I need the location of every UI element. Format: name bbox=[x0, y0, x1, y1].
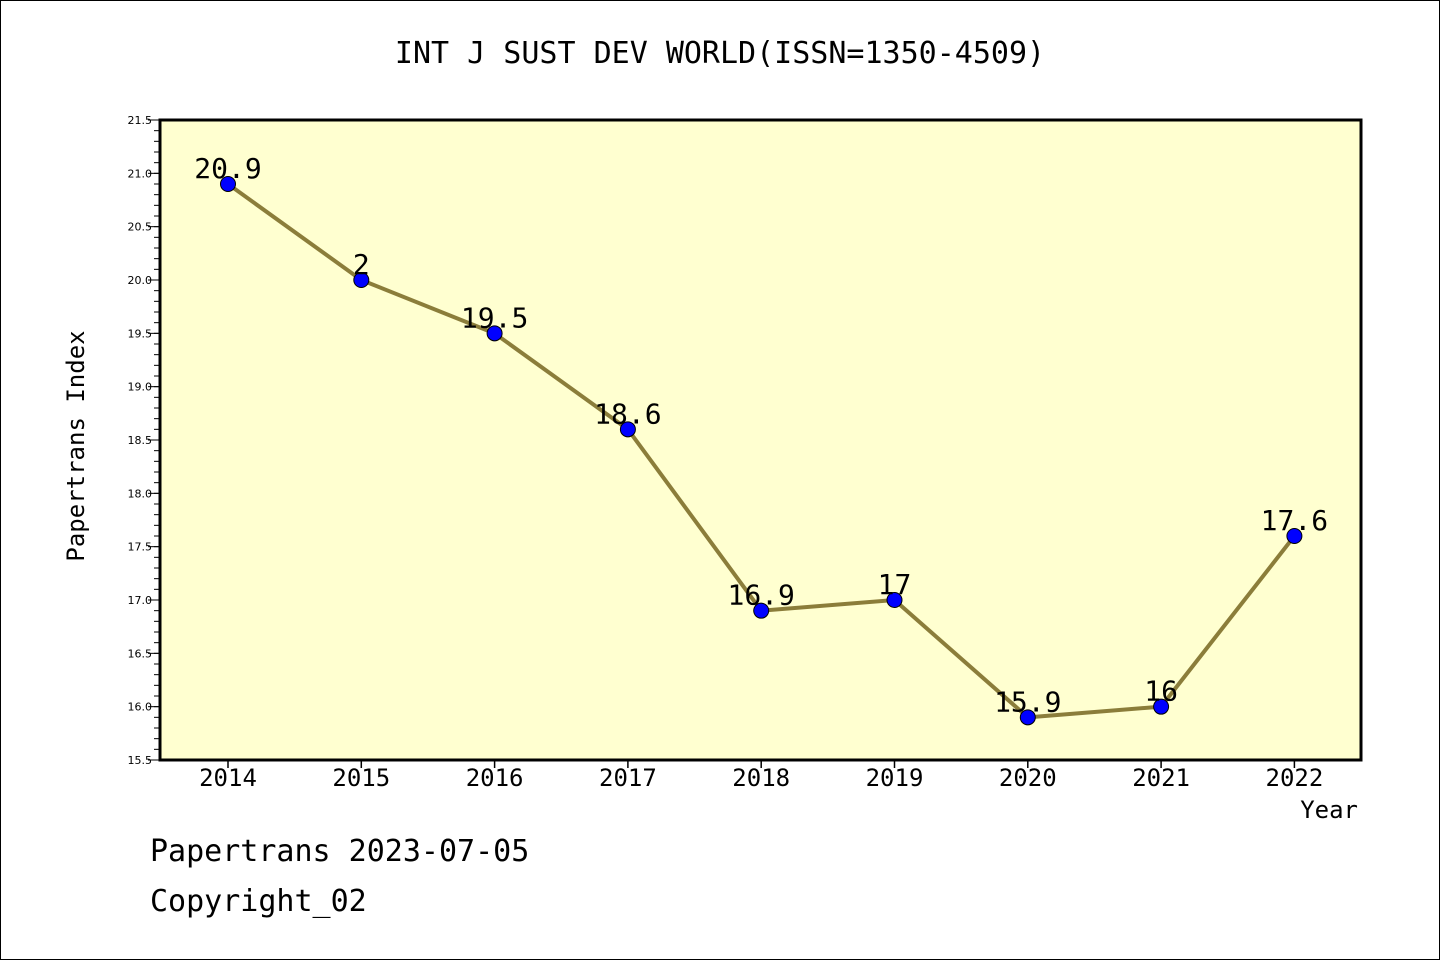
x-tick-label: 2020 bbox=[999, 764, 1057, 792]
data-label: 2 bbox=[353, 248, 370, 281]
y-tick-label: 17.0 bbox=[128, 594, 153, 607]
y-tick-label: 16.0 bbox=[128, 701, 153, 714]
y-tick-label: 19.0 bbox=[128, 381, 153, 394]
plot-area bbox=[160, 120, 1361, 760]
x-tick-label: 2018 bbox=[732, 764, 790, 792]
data-point-marker bbox=[1019, 709, 1036, 726]
chart-title: INT J SUST DEV WORLD(ISSN=1350-4509) bbox=[394, 36, 1046, 71]
data-label: 16.9 bbox=[727, 579, 794, 612]
y-tick-label: 17.5 bbox=[128, 541, 153, 554]
x-tick-label: 2016 bbox=[466, 764, 524, 792]
data-label: 20.9 bbox=[194, 152, 261, 185]
x-tick-label: 2021 bbox=[1132, 764, 1190, 792]
y-tick-label: 21.5 bbox=[128, 114, 153, 127]
plot-border bbox=[158, 118, 1363, 762]
footer-copyright: Copyright_02 bbox=[150, 884, 367, 919]
data-point-marker bbox=[619, 421, 636, 438]
data-point-marker bbox=[753, 602, 770, 619]
x-tick-label: 2017 bbox=[599, 764, 657, 792]
x-axis-label: Year bbox=[1300, 796, 1358, 824]
data-label: 17 bbox=[878, 568, 912, 601]
data-point-marker bbox=[486, 325, 503, 342]
x-tick-label: 2019 bbox=[866, 764, 924, 792]
data-label: 18.6 bbox=[594, 397, 661, 430]
x-tick-label: 2022 bbox=[1266, 764, 1324, 792]
data-point-marker bbox=[886, 592, 903, 608]
y-tick-label: 18.0 bbox=[128, 487, 153, 500]
data-label: 15.9 bbox=[994, 685, 1061, 718]
y-tick-label: 15.5 bbox=[128, 754, 153, 767]
data-point-marker bbox=[353, 272, 370, 288]
data-label: 16 bbox=[1144, 675, 1178, 708]
data-point-marker bbox=[1153, 698, 1170, 715]
y-tick-label: 19.5 bbox=[128, 327, 153, 340]
x-tick-label: 2015 bbox=[332, 764, 390, 792]
x-tick-label: 2014 bbox=[199, 764, 257, 792]
data-point-marker bbox=[1286, 528, 1303, 544]
data-label: 17.6 bbox=[1261, 504, 1328, 537]
footer-date: Papertrans 2023-07-05 bbox=[150, 834, 530, 869]
y-tick-label: 16.5 bbox=[128, 647, 153, 660]
data-label: 19.5 bbox=[461, 301, 528, 334]
y-tick-label: 21.0 bbox=[128, 167, 153, 180]
data-point-marker bbox=[220, 176, 236, 192]
y-tick-label: 20.0 bbox=[128, 274, 153, 287]
y-tick-label: 18.5 bbox=[128, 434, 153, 447]
y-tick-label: 20.5 bbox=[128, 221, 153, 234]
